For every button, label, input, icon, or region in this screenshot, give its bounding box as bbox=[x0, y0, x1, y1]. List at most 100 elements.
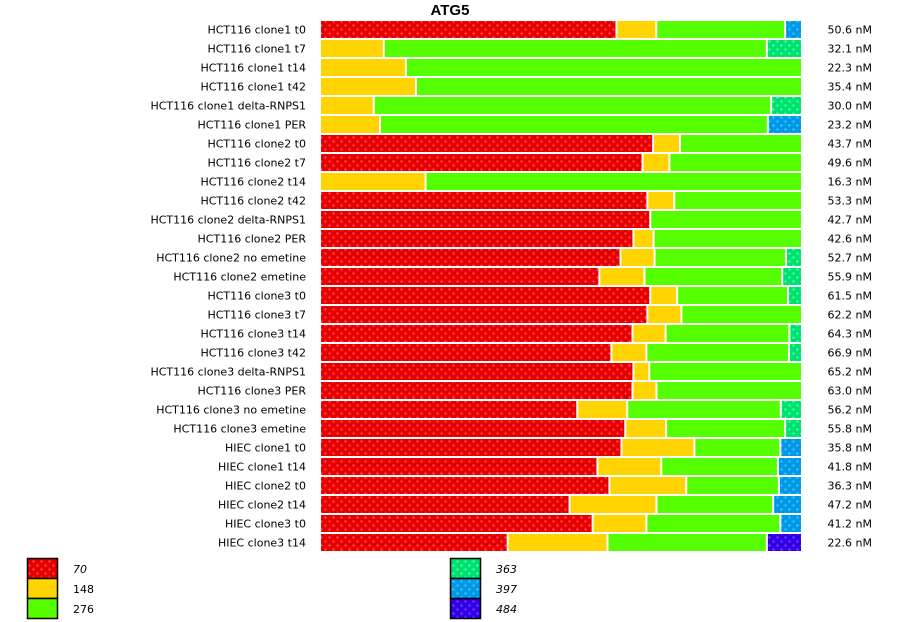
bar-row: HCT116 clone1 t0 50.6 nM bbox=[207, 21, 872, 38]
bar-segment-276 bbox=[650, 363, 801, 380]
bar-segment-148 bbox=[321, 40, 383, 57]
row-total-label: 32.1 nM bbox=[828, 43, 872, 56]
legend-item-70: 70 bbox=[26, 557, 87, 580]
bar-segment-276 bbox=[406, 59, 801, 76]
bar-segment-363 bbox=[789, 287, 801, 304]
row-total-label: 65.2 nM bbox=[828, 366, 872, 379]
bar-segment-397 bbox=[781, 439, 801, 456]
bar-segment-70 bbox=[321, 268, 599, 285]
bar-segment-276 bbox=[645, 268, 782, 285]
bar-segment-148 bbox=[570, 496, 656, 513]
bar-row: HIEC clone3 t0 41.2 nM bbox=[225, 515, 872, 532]
legend-label: 148 bbox=[73, 583, 94, 596]
bar-segment-70 bbox=[321, 534, 507, 551]
bar-segment-70 bbox=[321, 420, 625, 437]
row-total-label: 55.9 nM bbox=[828, 271, 872, 284]
bar-segment-148 bbox=[321, 78, 415, 95]
legend-item-397: 397 bbox=[449, 577, 517, 600]
row-total-label: 53.3 nM bbox=[828, 195, 872, 208]
bar-segment-363 bbox=[787, 249, 801, 266]
bar-segment-276 bbox=[647, 515, 780, 532]
bar-segment-276 bbox=[657, 21, 785, 38]
row-label: HCT116 clone1 delta-RNPS1 bbox=[150, 100, 306, 113]
bar-segment-148 bbox=[578, 401, 627, 418]
bar-segment-70 bbox=[321, 230, 633, 247]
row-label: HCT116 clone3 PER bbox=[198, 385, 307, 398]
bar-segment-276 bbox=[657, 496, 773, 513]
row-total-label: 42.6 nM bbox=[828, 233, 872, 246]
row-total-label: 42.7 nM bbox=[828, 214, 872, 227]
bar-row: HIEC clone1 t14 41.8 nM bbox=[218, 458, 872, 475]
bar-segment-148 bbox=[654, 135, 679, 152]
bar-segment-148 bbox=[633, 382, 656, 399]
bar-segment-148 bbox=[648, 192, 674, 209]
bar-row: HCT116 clone2 t7 49.6 nM bbox=[207, 154, 872, 171]
bar-row: HCT116 clone3 no emetine 56.2 nM bbox=[156, 401, 872, 418]
row-label: HCT116 clone3 no emetine bbox=[156, 404, 306, 417]
row-label: HIEC clone3 t0 bbox=[225, 518, 306, 531]
row-label: HCT116 clone1 t7 bbox=[207, 43, 306, 56]
bar-row: HIEC clone2 t14 47.2 nM bbox=[218, 496, 872, 513]
row-total-label: 62.2 nM bbox=[828, 309, 872, 322]
bar-row: HCT116 clone2 t14 16.3 nM bbox=[200, 173, 872, 190]
row-label: HIEC clone2 t0 bbox=[225, 480, 306, 493]
bar-row: HCT116 clone2 delta-RNPS1 42.7 nM bbox=[150, 211, 872, 228]
bar-row: HIEC clone1 t0 35.8 nM bbox=[225, 439, 872, 456]
bar-segment-148 bbox=[321, 97, 373, 114]
bar-segment-148 bbox=[321, 173, 425, 190]
bar-segment-276 bbox=[628, 401, 780, 418]
bar-segment-276 bbox=[654, 230, 801, 247]
legend-swatch bbox=[26, 577, 59, 600]
bar-segment-148 bbox=[634, 230, 653, 247]
row-total-label: 43.7 nM bbox=[828, 138, 872, 151]
bar-segment-276 bbox=[608, 534, 766, 551]
legend-label: 276 bbox=[73, 603, 94, 616]
bar-segment-276 bbox=[384, 40, 766, 57]
bar-row: HCT116 clone2 t42 53.3 nM bbox=[200, 192, 872, 209]
row-total-label: 35.4 nM bbox=[828, 81, 872, 94]
bar-segment-276 bbox=[667, 420, 785, 437]
bar-segment-70 bbox=[321, 515, 592, 532]
bar-segment-276 bbox=[426, 173, 801, 190]
bar-segment-70 bbox=[321, 211, 650, 228]
bar-segment-70 bbox=[321, 192, 647, 209]
row-total-label: 63.0 nM bbox=[828, 385, 872, 398]
bar-segment-363 bbox=[781, 401, 801, 418]
bar-segment-148 bbox=[634, 363, 649, 380]
bar-row: HCT116 clone3 t0 61.5 nM bbox=[207, 287, 872, 304]
chart-title: ATG5 bbox=[431, 2, 470, 19]
chart-rows: HCT116 clone1 t0 50.6 nM HCT116 clone1 t7 3… bbox=[150, 21, 872, 551]
bar-segment-70 bbox=[321, 458, 597, 475]
bar-segment-148 bbox=[321, 59, 405, 76]
bar-segment-148 bbox=[321, 116, 379, 133]
row-label: HCT116 clone2 t14 bbox=[200, 176, 306, 189]
bar-segment-70 bbox=[321, 363, 633, 380]
bar-segment-148 bbox=[593, 515, 646, 532]
bar-segment-276 bbox=[681, 135, 801, 152]
bar-segment-484 bbox=[767, 534, 801, 551]
bar-segment-148 bbox=[600, 268, 644, 285]
row-total-label: 47.2 nM bbox=[828, 499, 872, 512]
bar-segment-276 bbox=[675, 192, 801, 209]
bar-segment-276 bbox=[647, 344, 788, 361]
bar-row: HCT116 clone1 delta-RNPS1 30.0 nM bbox=[150, 97, 872, 114]
bar-segment-148 bbox=[633, 325, 665, 342]
row-label: HCT116 clone1 t42 bbox=[200, 81, 306, 94]
bar-segment-148 bbox=[621, 249, 654, 266]
bar-row: HCT116 clone2 PER 42.6 nM bbox=[198, 230, 872, 247]
row-label: HCT116 clone2 PER bbox=[198, 233, 307, 246]
bar-segment-70 bbox=[321, 287, 650, 304]
row-label: HCT116 clone2 t42 bbox=[200, 195, 306, 208]
row-total-label: 49.6 nM bbox=[828, 157, 872, 170]
row-label: HCT116 clone1 t14 bbox=[200, 62, 306, 75]
bar-row: HCT116 clone1 t42 35.4 nM bbox=[200, 78, 872, 95]
bar-segment-363 bbox=[767, 40, 801, 57]
bar-row: HCT116 clone3 t42 66.9 nM bbox=[200, 344, 872, 361]
legend-swatch bbox=[449, 557, 482, 580]
bar-segment-276 bbox=[678, 287, 787, 304]
legend-label: 397 bbox=[496, 583, 517, 596]
bar-segment-397 bbox=[781, 515, 801, 532]
bar-segment-276 bbox=[417, 78, 801, 95]
bar-row: HCT116 clone1 t14 22.3 nM bbox=[200, 59, 872, 76]
